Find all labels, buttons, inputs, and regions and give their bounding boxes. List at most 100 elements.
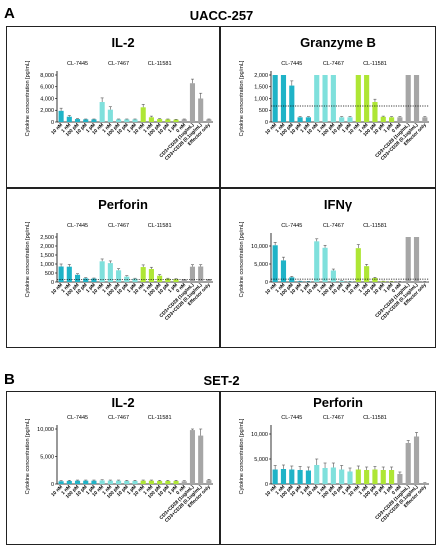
group-label: CL-7445	[281, 223, 302, 229]
bar	[372, 469, 378, 484]
group-label: CL-7445	[67, 415, 88, 421]
bar	[272, 245, 278, 282]
x-tick-label: 1 pM	[383, 484, 395, 496]
bar	[413, 237, 420, 282]
bar	[181, 119, 187, 122]
bar	[272, 75, 278, 122]
x-tick-label: 1 nM	[142, 122, 154, 134]
panel-a-perforin: Perforin Cytokine concentration [pg/mL] 0 5…	[6, 188, 220, 348]
y-axis-label: Cytokine concentration [pg/mL]	[239, 418, 245, 494]
chart-a-granzyme: Granzyme B Cytokine concentration [pg/mL]…	[239, 35, 429, 162]
bar	[339, 117, 345, 122]
bar	[99, 102, 105, 122]
bar	[157, 119, 163, 122]
bar	[66, 116, 72, 122]
bar	[116, 480, 122, 484]
y-tick-label: 4,000	[40, 96, 54, 102]
panel-b-il2: IL-2 Cytokine concentration [pg/mL] 0 5,000…	[6, 391, 220, 545]
bar	[83, 480, 89, 484]
bar	[165, 119, 171, 122]
bar	[181, 279, 187, 282]
x-tick-label: 0 nM	[175, 122, 187, 134]
bar	[422, 117, 428, 122]
x-tick-label: 1 nM	[274, 484, 286, 496]
bar	[107, 263, 113, 282]
section-b-title: SET-2	[203, 373, 240, 388]
section-a-title: UACC-257	[189, 8, 254, 23]
x-tick-label: 1 nM	[358, 484, 370, 496]
y-axis-label: Cytokine concentration [pg/mL]	[25, 221, 31, 297]
bar	[355, 248, 361, 282]
x-tick-label: 1 pM	[85, 282, 97, 294]
bar	[364, 470, 370, 484]
group-label: CL-7467	[108, 61, 129, 67]
x-tick-label: 1 pM	[299, 484, 311, 496]
chart-a-ifng: IFNγ Cytokine concentration [pg/mL] 0 5,000…	[239, 197, 429, 322]
y-tick-label: 2,000	[254, 73, 268, 79]
x-tick-label: 1 nM	[358, 282, 370, 294]
bar	[189, 266, 196, 282]
bar	[422, 483, 428, 484]
bar	[289, 469, 295, 484]
bar	[389, 470, 395, 484]
bar	[74, 274, 81, 282]
y-tick-label: 1,000	[254, 96, 268, 102]
bar	[198, 98, 204, 122]
y-tick-label: 1,500	[40, 253, 54, 259]
y-tick-label: 10,000	[251, 244, 268, 250]
bar	[206, 119, 212, 122]
y-tick-label: 8,000	[40, 73, 54, 79]
bar	[372, 102, 378, 122]
bar	[99, 480, 105, 484]
x-tick-label: 1 nM	[316, 484, 328, 496]
x-tick-label: 1 nM	[60, 282, 72, 294]
y-tick-label: 6,000	[40, 85, 54, 91]
x-tick-label: 1 pM	[341, 282, 353, 294]
bar	[189, 430, 196, 484]
bar	[198, 435, 204, 484]
x-tick-label: 1 nM	[142, 282, 154, 294]
y-axis-label: Cytokine concentration [pg/mL]	[25, 418, 31, 494]
chart-a-il2: IL-2 Cytokine concentration [pg/mL] 0 2,000…	[25, 35, 213, 162]
bar	[297, 117, 303, 122]
x-tick-label: 1 nM	[101, 484, 113, 496]
chart-b-perforin: Perforin Cytokine concentration [pg/mL] 0 5…	[239, 395, 429, 524]
bar	[66, 480, 72, 484]
bar	[83, 278, 89, 282]
chart-title: Perforin	[98, 197, 148, 212]
bar	[206, 480, 212, 484]
bar	[148, 269, 154, 282]
bar	[189, 83, 196, 122]
bar	[389, 281, 395, 282]
bar	[280, 260, 287, 282]
bar	[330, 75, 336, 122]
x-tick-label: 1 nM	[274, 122, 286, 134]
x-tick-label: 1 pM	[126, 282, 138, 294]
bar	[280, 469, 287, 484]
bar	[330, 270, 336, 282]
bar	[305, 281, 311, 282]
bar	[380, 116, 386, 122]
y-tick-label: 0	[265, 120, 268, 126]
bar	[405, 75, 411, 122]
bar	[422, 281, 428, 282]
x-tick-label: 1 nM	[316, 122, 328, 134]
panel-b-perforin: Perforin Cytokine concentration [pg/mL] 0 5…	[220, 391, 436, 545]
chart-title: Perforin	[313, 395, 363, 410]
bar	[107, 109, 113, 122]
chart-a-perforin: Perforin Cytokine concentration [pg/mL] 0 5…	[25, 197, 213, 322]
bar	[116, 270, 122, 282]
bar	[322, 75, 328, 122]
x-tick-label: 1 nM	[60, 484, 72, 496]
bar	[132, 480, 138, 484]
bar	[397, 117, 403, 122]
y-tick-label: 5,000	[254, 457, 268, 463]
bar	[173, 119, 179, 122]
bar	[405, 237, 411, 282]
group-label: CL-7445	[67, 223, 88, 229]
panel-a-il2: IL-2 Cytokine concentration [pg/mL] 0 2,000…	[6, 26, 220, 188]
bar	[198, 266, 204, 282]
bar	[58, 110, 64, 122]
bar	[355, 75, 361, 122]
y-axis-label: Cytokine concentration [pg/mL]	[239, 60, 245, 136]
